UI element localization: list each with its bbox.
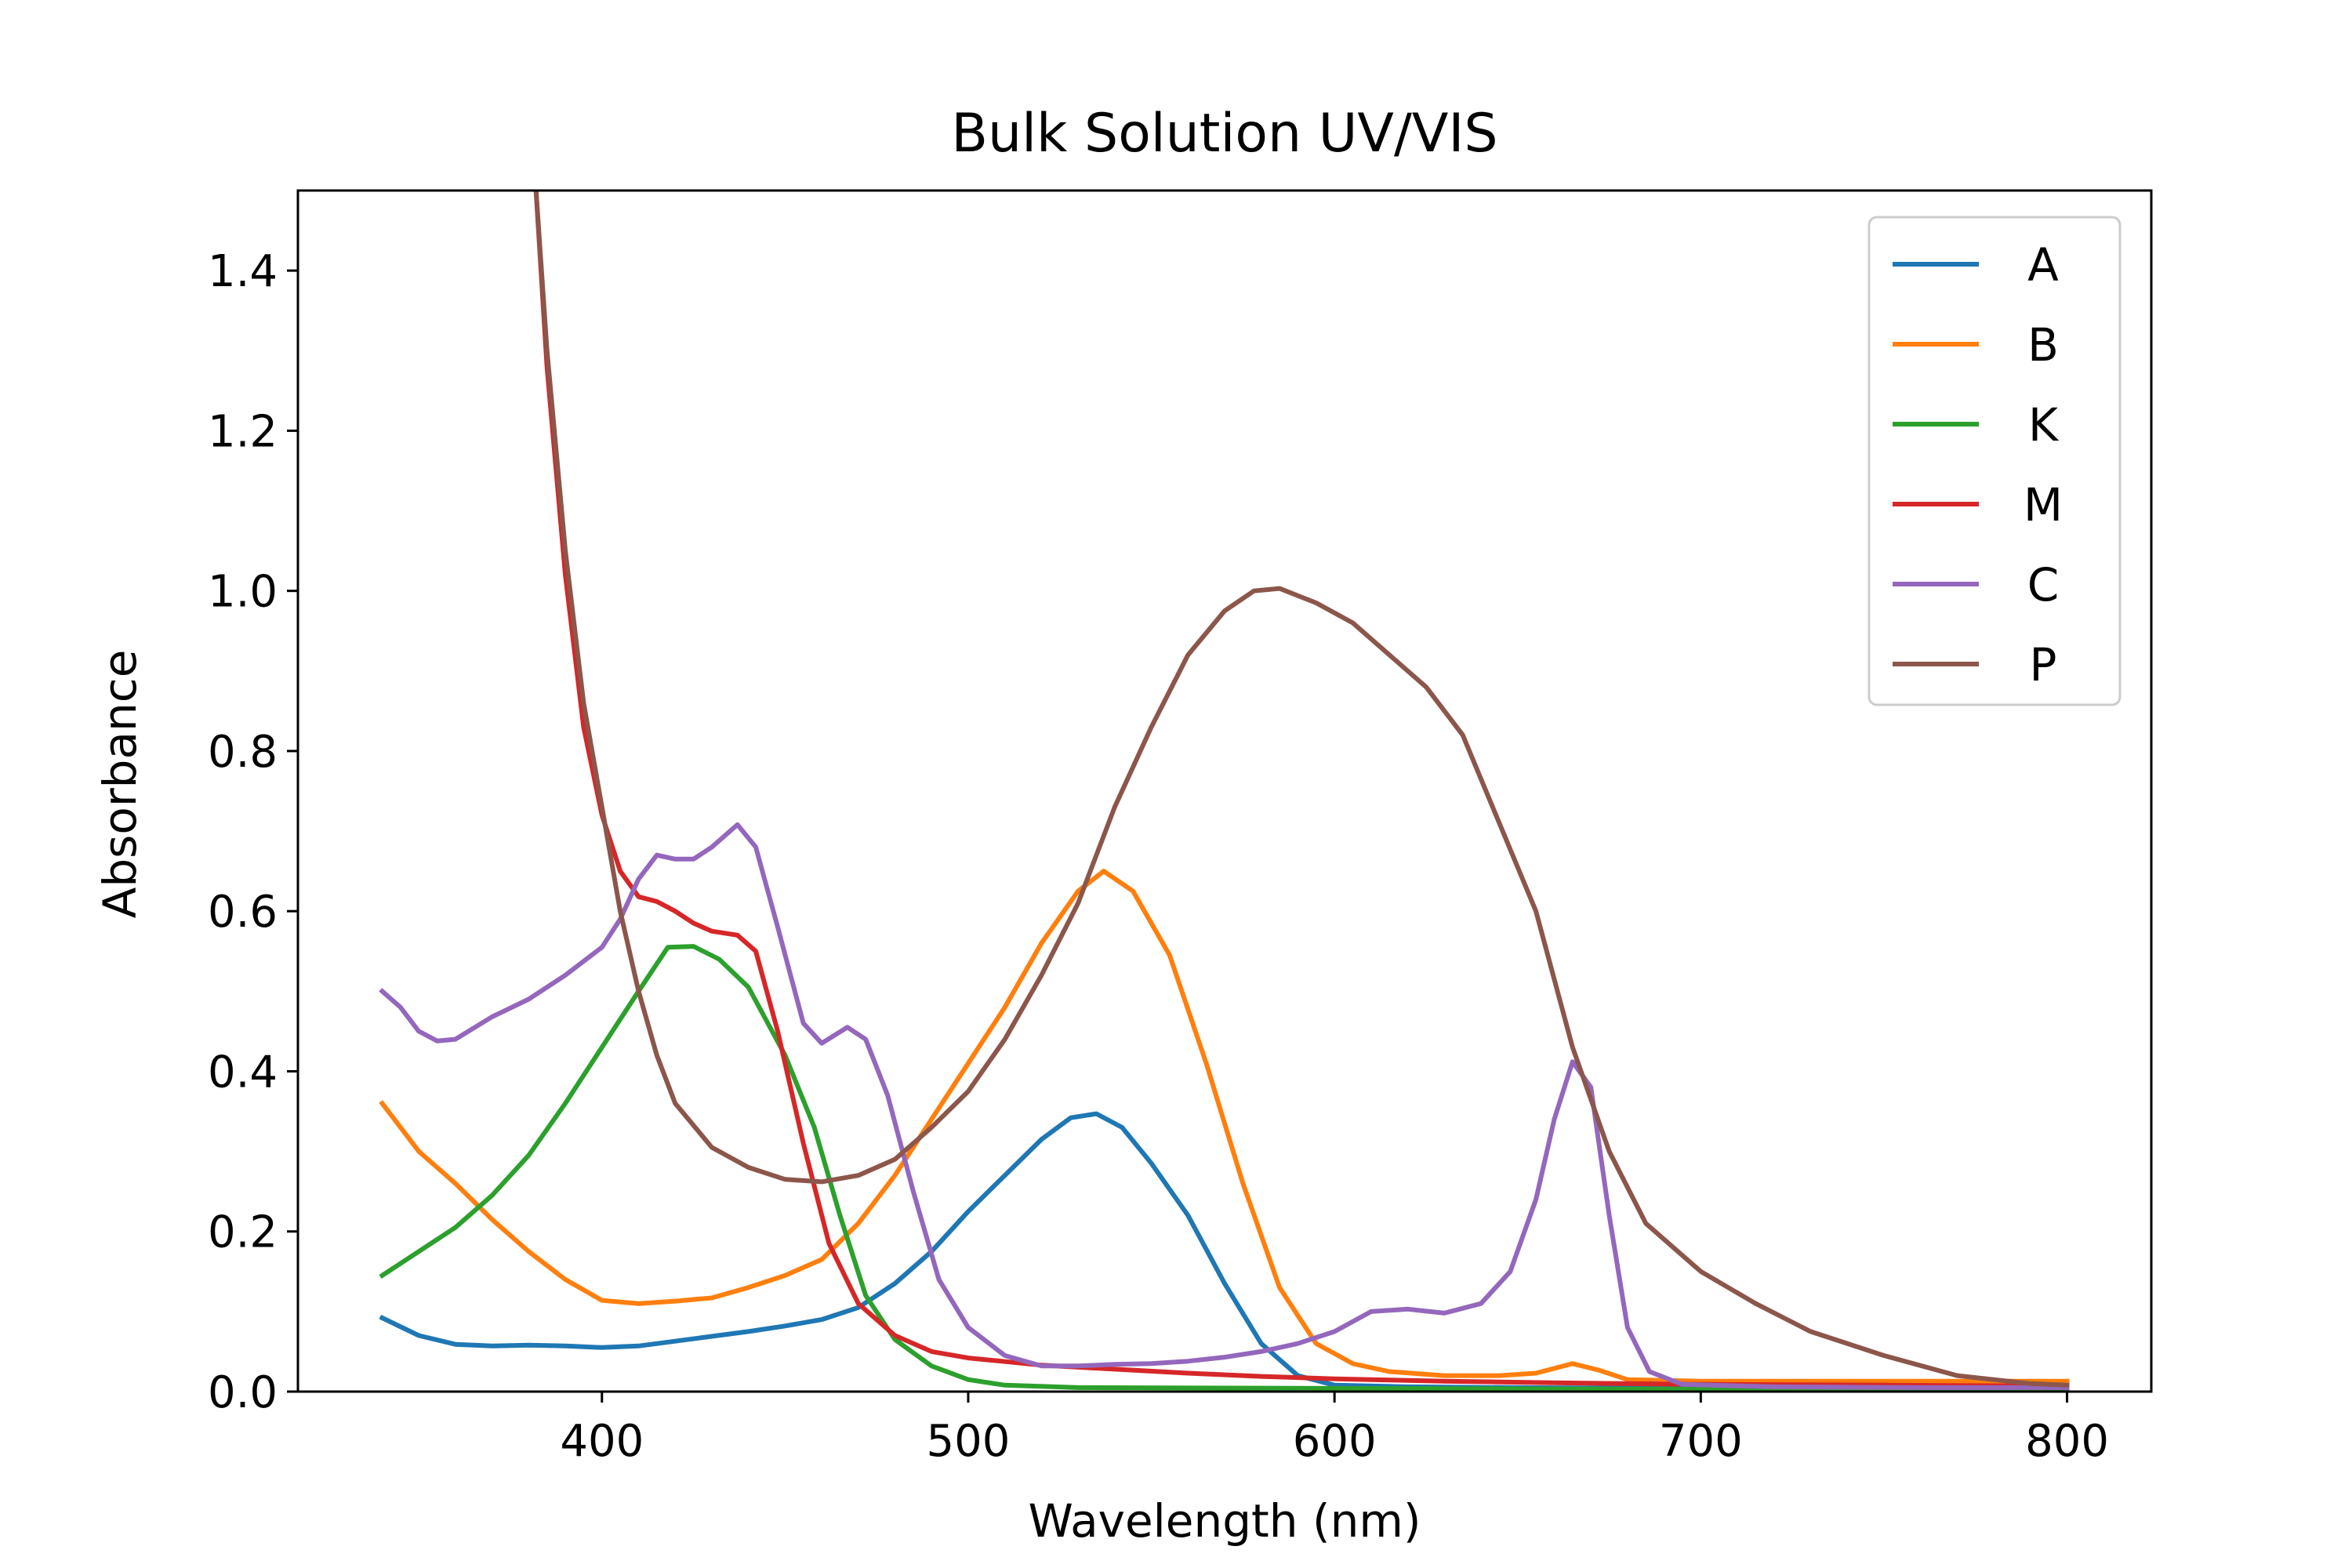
x-tick-label: 500 (927, 1416, 1011, 1467)
legend-label-C: C (2027, 558, 2060, 612)
y-tick-label: 0.0 (208, 1367, 278, 1418)
legend-label-A: A (2027, 238, 2059, 292)
series-line-P (533, 191, 2070, 1388)
x-tick-label: 600 (1293, 1416, 1377, 1467)
legend-label-B: B (2027, 318, 2059, 372)
x-tick-label: 400 (560, 1416, 644, 1467)
legend-label-K: K (2028, 398, 2060, 452)
series-line-B (379, 869, 2070, 1384)
plot-frame (296, 189, 2153, 1393)
y-tick-label: 0.8 (208, 727, 278, 778)
x-tick-label: 700 (1659, 1416, 1743, 1467)
x-axis-label: Wavelength (nm) (1028, 1494, 1421, 1548)
y-tick-label: 1.2 (208, 406, 278, 457)
chart-title: Bulk Solution UV/VIS (951, 103, 1497, 165)
y-tick-label: 0.4 (208, 1047, 278, 1098)
series-line-C (379, 822, 2070, 1390)
legend-label-P: P (2030, 638, 2057, 691)
series-line-A (379, 1111, 2070, 1392)
y-axis: 0.0 0.2 0.4 0.6 0.8 1.0 1.2 1.4 (208, 246, 298, 1418)
y-tick-label: 1.0 (208, 567, 278, 618)
y-axis-label: Absorbance (93, 650, 147, 919)
series-line-K (379, 944, 2070, 1392)
x-axis: 400 500 600 700 800 (560, 1392, 2109, 1467)
y-tick-label: 1.4 (208, 246, 278, 297)
y-tick-label: 0.6 (208, 887, 278, 938)
legend-label-M: M (2024, 478, 2063, 532)
plot-area (379, 191, 2070, 1392)
series-line-M (533, 191, 2070, 1388)
legend-frame (1867, 216, 2122, 706)
x-tick-label: 800 (2025, 1416, 2109, 1467)
y-tick-label: 0.2 (208, 1207, 278, 1258)
